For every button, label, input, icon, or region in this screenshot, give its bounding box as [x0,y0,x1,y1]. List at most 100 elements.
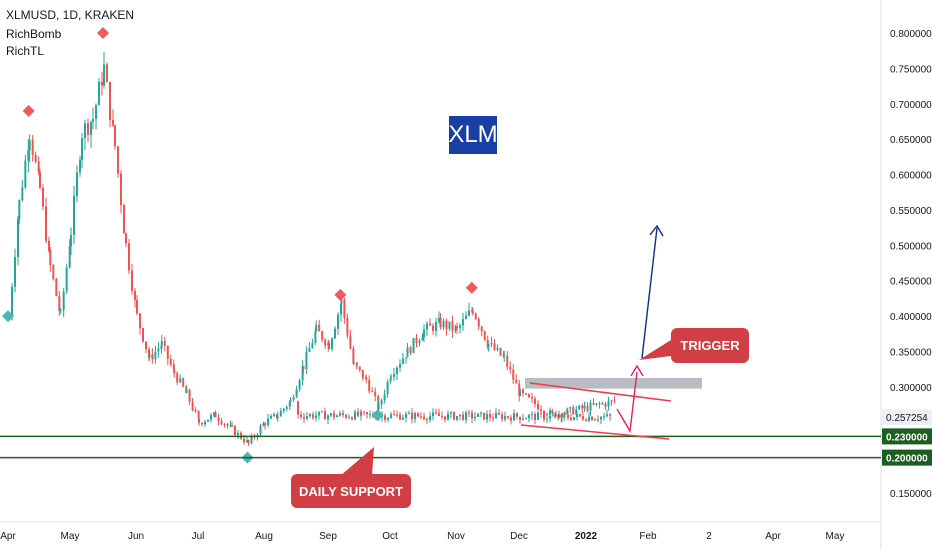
candle-body [324,411,326,420]
candle-body [342,413,344,416]
candle-body [204,421,206,425]
candle-body [444,416,446,420]
candle-body [42,187,44,207]
candle-body [604,403,607,407]
candle-body [454,326,457,331]
candle-body [160,341,163,346]
candle-body [314,330,317,343]
candle-body [453,412,455,420]
candle-body [516,413,518,417]
candle-body [552,415,554,417]
time-axis[interactable]: Apr May Jun Jul Aug Sep Oct Nov Dec 2022 Feb 2 Apr Ma… [0,531,844,542]
time-tick-label: Apr [765,531,781,542]
markers-group [2,27,478,464]
trigger-label: TRIGGER [671,328,749,363]
candle-body [477,319,480,327]
candle-body [358,366,361,370]
candle-body [154,351,157,360]
target-arrowhead [649,224,664,237]
candle-body [495,412,497,419]
candle-body [139,313,141,329]
candle-body [477,413,479,417]
candle-body [128,243,130,271]
top-signal-marker [22,104,35,117]
candle-body [70,234,72,247]
candle-body [131,270,133,291]
candle-body [37,161,40,173]
candle-body [613,400,616,402]
time-tick-label: Feb [639,531,657,542]
candle-body [549,410,551,415]
candle-body [411,412,413,420]
candle-body [561,413,563,418]
daily-support-label: DAILY SUPPORT [291,474,411,508]
resistance-zone [525,378,702,389]
candle-body [435,321,437,331]
candle-body [486,339,489,348]
candle-body [163,341,166,346]
indicator-richbomb[interactable]: RichBomb [6,27,62,41]
candle-body [519,389,521,397]
candle-body [39,172,41,188]
indicator-richtl[interactable]: RichTL [6,44,45,58]
price-tick-label: 0.650000 [890,135,932,146]
top-signal-marker [97,27,109,39]
candle-body [308,348,311,352]
candle-body [45,206,47,241]
candle-body [393,414,395,416]
candle-body [55,278,58,296]
candle-body [471,310,474,314]
candle-body [157,348,160,352]
candle-body [366,412,368,415]
candle-body [363,411,365,413]
bottom-signal-marker [371,409,384,422]
candle-body [217,417,220,421]
candle-body [409,347,412,354]
candle-body [361,369,364,379]
candle-body [534,398,536,405]
candle-body [399,363,401,368]
candle-body [305,351,308,370]
candle-body [496,347,499,350]
candle-body [402,417,404,420]
candle-body [312,414,314,418]
candle-body [351,417,353,420]
candle-body [501,414,503,420]
candle-body [480,412,482,414]
price-axis[interactable]: 0.800000 0.750000 0.700000 0.650000 0.600000… [882,29,932,500]
candle-body [321,331,324,340]
candle-body [73,195,75,235]
candle-body [369,414,371,416]
candle-body [503,355,506,357]
candle-body [405,413,407,418]
candle-body [399,414,401,420]
candle-body [90,121,92,135]
channel-upper-line [529,382,672,402]
candle-body [456,416,458,420]
candle-body [406,347,409,358]
candle-body [282,408,285,411]
price-tick-label: 0.550000 [890,206,932,217]
candle-body [31,140,34,155]
candle-body [28,140,31,151]
candle-body [339,413,341,416]
candle-body [210,415,212,420]
time-tick-label: May [61,531,80,542]
candle-body [592,403,595,405]
candles-group [8,52,616,446]
candle-body [451,321,454,331]
candle-body [68,246,71,268]
candle-body [450,412,452,414]
candle-body [145,341,147,350]
candle-body [109,82,111,121]
candle-body [594,419,596,421]
candle-body [581,405,584,409]
candle-body [142,328,144,342]
candle-body [442,320,445,328]
candle-body [84,123,86,139]
candle-body [528,394,530,398]
candle-body [570,417,572,420]
candle-body [279,410,282,417]
